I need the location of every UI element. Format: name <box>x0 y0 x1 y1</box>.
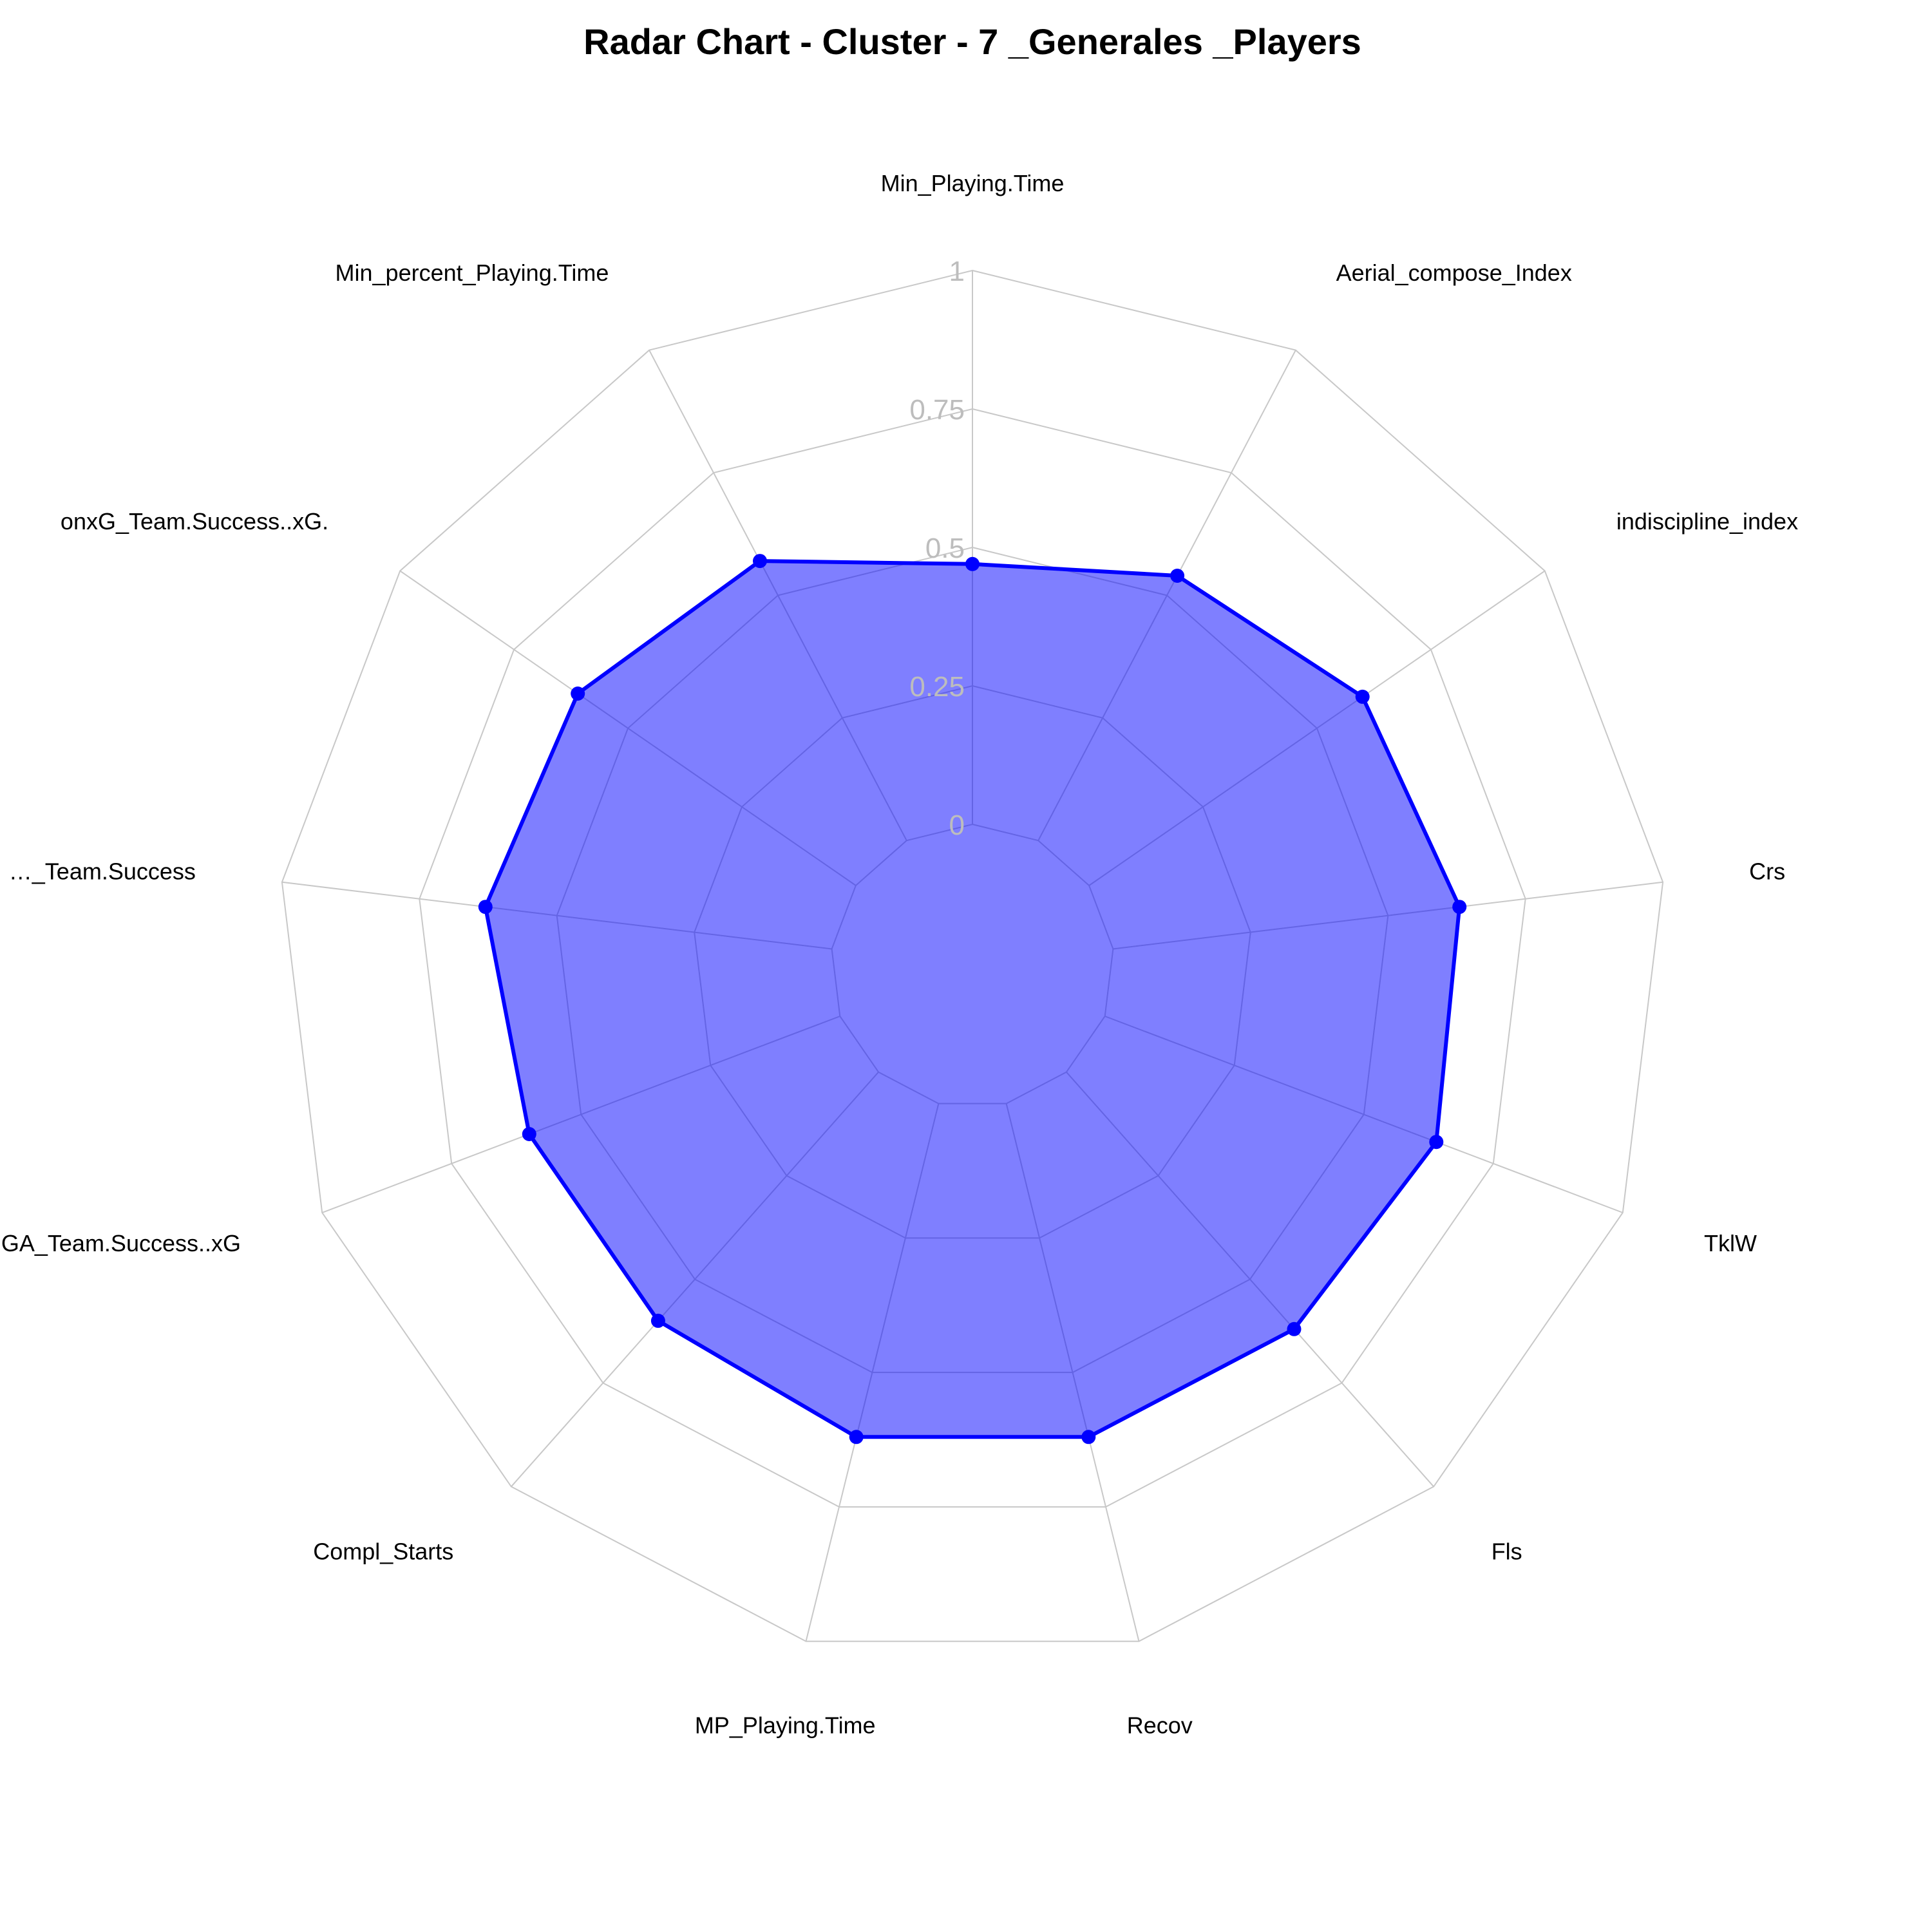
series-area <box>485 561 1460 1437</box>
data-point-indiscipline_index <box>1355 689 1370 704</box>
data-point-G_Team.Success <box>478 900 493 914</box>
axis-label-indiscipline_index: indiscipline_index <box>1616 508 1798 535</box>
tick-labels: 0 0.25 0.5 0.75 1 <box>909 256 965 841</box>
data-point-Aerial_compose_Index <box>1170 569 1185 583</box>
axis-label-Fls: Fls <box>1492 1538 1522 1564</box>
axis-label-onxG_Team.Success..xG.: onxG_Team.Success..xG. <box>61 508 328 535</box>
data-point-MP_Playing.Time <box>849 1430 864 1444</box>
axis-label-TklW: TklW <box>1704 1230 1757 1256</box>
tick-label-1: 0.25 <box>909 671 965 703</box>
data-point-Min_Playing.Time <box>965 556 980 571</box>
axis-label-Recov: Recov <box>1127 1712 1193 1739</box>
axis-label-Min_percent_Playing.Time: Min_percent_Playing.Time <box>336 260 609 286</box>
tick-label-4: 1 <box>949 256 965 287</box>
data-series <box>478 554 1467 1444</box>
tick-label-2: 0.5 <box>925 533 965 564</box>
axis-label-xGA_Team.Success..xG: …GA_Team.Success..xG <box>0 1230 241 1256</box>
chart-title: Radar Chart - Cluster - 7 _Generales _Pl… <box>583 21 1361 62</box>
data-point-Min_percent_Playing.Time <box>753 554 767 569</box>
tick-label-3: 0.75 <box>909 394 965 426</box>
data-point-Crs <box>1452 900 1467 914</box>
axis-labels: Min_Playing.Time Aerial_compose_Indexindi… <box>0 170 1798 1739</box>
axis-label-Crs: Crs <box>1749 858 1785 885</box>
data-point-Recov <box>1081 1430 1096 1444</box>
data-point-TklW <box>1429 1135 1444 1150</box>
axis-label-MP_Playing.Time: MP_Playing.Time <box>695 1712 876 1739</box>
grid-ring-3 <box>419 408 1526 1508</box>
grid-ring-4 <box>281 269 1664 1642</box>
axis-label-Aerial_compose_Index: Aerial_compose_Index <box>1336 260 1572 286</box>
tick-label-0: 0 <box>949 810 965 841</box>
data-point-Compl_Starts <box>650 1313 665 1328</box>
axis-label-Min_Playing.Time: Min_Playing.Time <box>881 170 1065 196</box>
data-point-xGA_Team.Success..xG <box>522 1127 536 1141</box>
data-point-onxG_Team.Success..xG. <box>571 687 585 701</box>
data-point-Fls <box>1287 1321 1302 1336</box>
axis-label-Compl_Starts: Compl_Starts <box>313 1538 453 1564</box>
axis-label-G_Team.Success: …_Team.Success <box>9 858 196 885</box>
series-line <box>483 559 1462 1439</box>
